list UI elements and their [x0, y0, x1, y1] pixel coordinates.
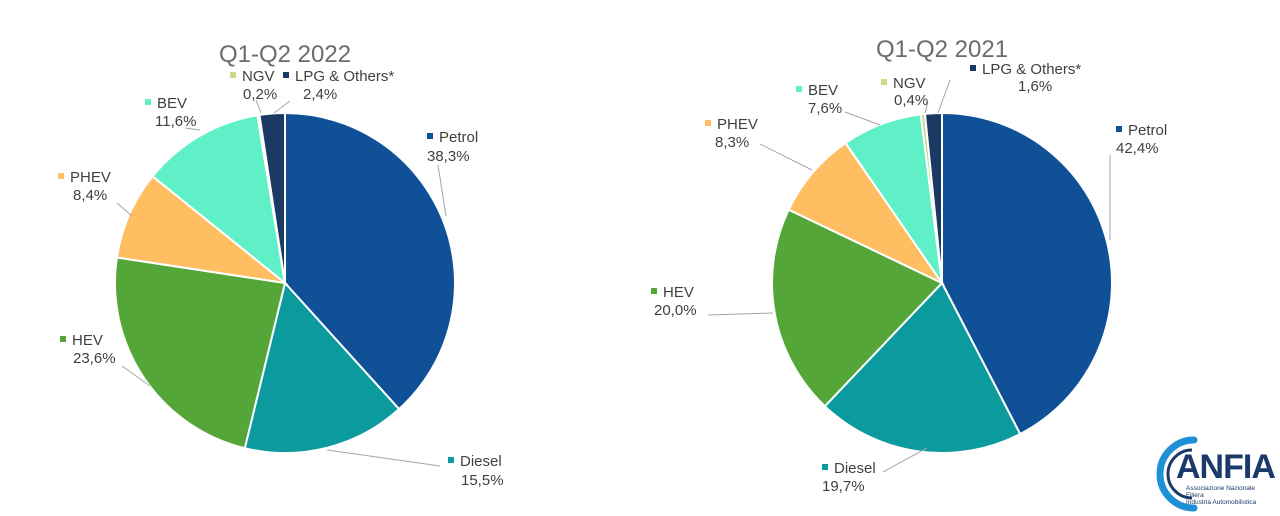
slice-label-phev: PHEV [70, 169, 111, 186]
anfia-logo: ANFIA Associazione Nazionale Filiera Ind… [1156, 436, 1276, 512]
leader-line-phev [759, 143, 813, 171]
legend-marker-ngv [230, 72, 236, 78]
slice-value-lpg-others: 1,6% [1018, 78, 1052, 95]
pie-slice-lpg-others [923, 111, 943, 284]
leader-line-lpg-others [273, 100, 291, 114]
slice-label-bev: BEV [157, 95, 187, 112]
leader-line-phev [116, 202, 133, 217]
slice-label-ngv: NGV [242, 68, 275, 85]
pie-slice-petrol [941, 111, 1113, 436]
slice-label-phev: PHEV [717, 116, 758, 133]
slice-value-petrol: 42,4% [1116, 140, 1159, 157]
legend-marker-petrol [1116, 126, 1122, 132]
pie-slice-diesel [823, 281, 1022, 454]
slice-value-ngv: 0,2% [243, 86, 277, 103]
leader-line-ngv [255, 99, 262, 114]
legend-marker-bev [145, 99, 151, 105]
legend-marker-ngv [881, 79, 887, 85]
leader-line-lpg-others [937, 79, 951, 114]
slice-value-phev: 8,4% [73, 187, 107, 204]
legend-marker-hev [60, 336, 66, 342]
chart-title: Q1-Q2 2022 [219, 41, 351, 68]
leader-line-bev [184, 127, 201, 131]
pie-slice-phev [787, 141, 945, 286]
legend-marker-hev [651, 288, 657, 294]
slice-label-petrol: Petrol [1128, 122, 1167, 139]
slice-value-hev: 23,6% [73, 350, 116, 367]
slice-value-lpg-others: 2,4% [303, 86, 337, 103]
slice-value-petrol: 38,3% [427, 148, 470, 165]
logo-subtitle-3: Industria Automobilistica [1186, 499, 1256, 506]
pie-slice-hev [771, 208, 944, 408]
slice-label-lpg-others: LPG & Others* [295, 68, 394, 85]
pie-slice-petrol [284, 111, 456, 411]
slice-value-diesel: 15,5% [461, 472, 504, 489]
leader-line-hev [121, 365, 151, 387]
logo-wordmark: ANFIA [1176, 448, 1275, 486]
logo-subtitle-2: Filiera [1186, 492, 1204, 499]
slice-value-phev: 8,3% [715, 134, 749, 151]
legend-marker-bev [796, 86, 802, 92]
legend-marker-diesel [448, 457, 454, 463]
slice-value-bev: 7,6% [808, 100, 842, 117]
logo-arc-inner-icon [1166, 448, 1193, 500]
slice-label-diesel: Diesel [834, 460, 876, 477]
pie-slice-bev [151, 114, 287, 286]
pie-slice-diesel [243, 280, 401, 455]
pie-slice-lpg-others [258, 111, 286, 284]
legend-marker-lpg-others [970, 65, 976, 71]
slice-label-hev: HEV [72, 332, 103, 349]
logo-subtitle-1: Associazione Nazionale [1186, 485, 1255, 492]
slice-value-ngv: 0,4% [894, 92, 928, 109]
slice-label-diesel: Diesel [460, 453, 502, 470]
slice-label-ngv: NGV [893, 75, 926, 92]
slice-value-diesel: 19,7% [822, 478, 865, 495]
leader-line-diesel [326, 449, 441, 467]
slice-value-bev: 11,6% [155, 113, 196, 130]
legend-marker-phev [705, 120, 711, 126]
leader-line-diesel [882, 447, 928, 473]
slice-label-lpg-others: LPG & Others* [982, 61, 1081, 78]
leader-line-ngv [924, 101, 929, 114]
slice-label-petrol: Petrol [439, 129, 478, 146]
pie-slice-phev [115, 174, 289, 285]
slice-label-hev: HEV [663, 284, 694, 301]
pie-chart-1: Q1-Q2 2022 Petrol 38,3% Diesel 15,5% HEV23,6%… [58, 41, 504, 489]
leader-line-petrol [437, 164, 447, 217]
logo-arc-icon [1156, 436, 1198, 512]
leader-line-bev [844, 111, 881, 126]
chart-title: Q1-Q2 2021 [876, 36, 1008, 63]
legend-marker-diesel [822, 464, 828, 470]
legend-marker-petrol [427, 133, 433, 139]
legend-marker-lpg-others [283, 72, 289, 78]
slice-value-hev: 20,0% [654, 302, 697, 319]
slice-label-bev: BEV [808, 82, 838, 99]
leader-line-hev [707, 312, 774, 316]
pie-slice-hev [114, 256, 287, 450]
legend-marker-phev [58, 173, 64, 179]
